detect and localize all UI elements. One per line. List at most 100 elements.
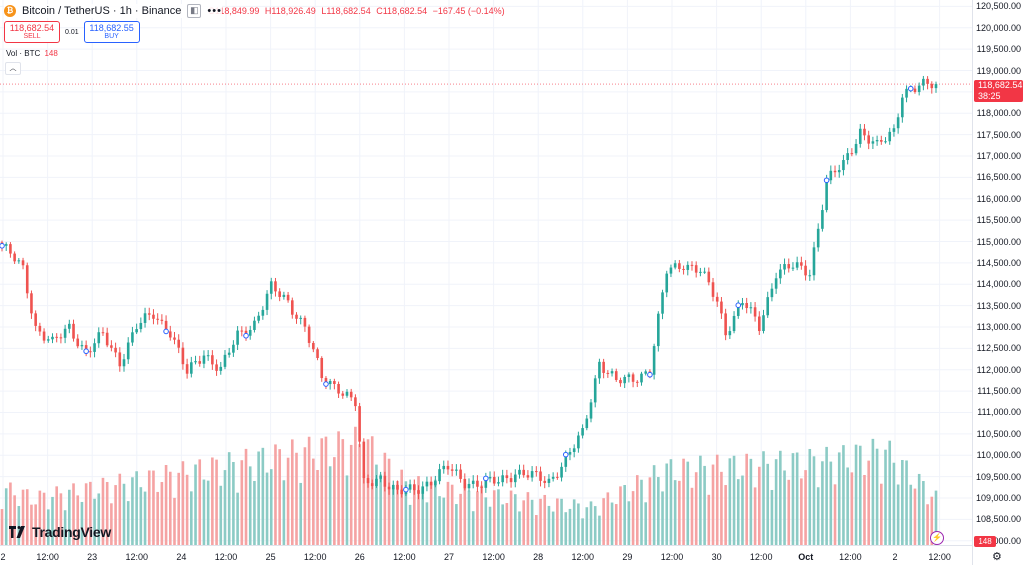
- volume-bar: [391, 487, 395, 545]
- time-axis-label: 27: [443, 552, 455, 562]
- volume-bar: [320, 438, 324, 545]
- volume-bar: [471, 511, 475, 545]
- settings-gear-icon[interactable]: ⚙: [992, 551, 1002, 563]
- volume-bar: [42, 492, 46, 545]
- ohlc-low: L118,682.54: [321, 6, 371, 16]
- lightning-icon[interactable]: ⚡: [930, 531, 944, 545]
- candle-body: [867, 135, 870, 144]
- tradingview-logo[interactable]: TradingView: [8, 524, 111, 540]
- candle-body: [888, 131, 892, 142]
- candle-body: [4, 244, 8, 246]
- volume-bar: [34, 504, 37, 545]
- event-marker: [163, 328, 169, 335]
- candle-body: [265, 293, 269, 310]
- more-icon[interactable]: •••: [207, 5, 222, 17]
- chevron-up-icon[interactable]: ︿: [5, 62, 21, 75]
- volume-bar: [131, 477, 134, 545]
- candle-body: [198, 361, 202, 364]
- volume-bar: [366, 439, 370, 545]
- candle-body: [379, 475, 382, 479]
- time-axis-label: 26: [354, 552, 365, 562]
- price-axis-label: 114,000.00: [976, 279, 1021, 290]
- volume-bar: [913, 488, 917, 545]
- volume-bar: [787, 479, 791, 545]
- volume-bar: [476, 491, 479, 545]
- candle-body: [804, 265, 807, 276]
- volume-bar: [413, 484, 416, 545]
- candle-body: [779, 269, 782, 279]
- hide-icon[interactable]: ◧: [187, 4, 202, 18]
- volume-bar: [513, 494, 517, 545]
- candle-body: [913, 88, 917, 93]
- volume-bar: [682, 458, 685, 545]
- sell-button[interactable]: 118,682.54 SELL: [4, 21, 60, 43]
- volume-bar: [223, 470, 227, 545]
- candle-body: [328, 381, 332, 385]
- volume-bar: [59, 493, 63, 545]
- volume-bar: [278, 449, 281, 545]
- volume-bar: [901, 459, 904, 545]
- volume-bar: [76, 495, 80, 545]
- candle-body: [816, 228, 820, 248]
- candle-body: [396, 484, 399, 490]
- candle-body: [884, 141, 887, 143]
- price-axis-label: 109,000.00: [975, 492, 1021, 503]
- volume-bar: [846, 467, 849, 545]
- candle-body: [13, 253, 16, 262]
- time-axis-label: 12:00: [303, 552, 327, 562]
- volume-bar: [345, 475, 349, 545]
- candle-body: [736, 305, 740, 316]
- candle-body: [177, 339, 181, 348]
- candle-body: [905, 88, 908, 98]
- volume-bar: [631, 491, 635, 545]
- candle-body: [131, 332, 134, 343]
- candle-body: [543, 480, 547, 483]
- candle-body: [253, 320, 256, 330]
- candle-body: [581, 428, 584, 436]
- candle-body: [585, 418, 589, 429]
- volume-bar: [484, 497, 488, 545]
- volume-bar: [337, 431, 340, 545]
- time-axis-label: 23: [87, 552, 98, 562]
- volume-bar: [833, 484, 837, 545]
- volume-bar: [875, 448, 879, 545]
- candle-body: [598, 361, 601, 379]
- candle-body: [846, 153, 849, 161]
- volume-bar: [396, 481, 399, 545]
- volume-legend[interactable]: Vol · BTC 148: [6, 49, 58, 58]
- volume-bar: [274, 444, 277, 545]
- bar-countdown: 38:25: [978, 91, 1001, 101]
- volume-bar: [13, 495, 16, 545]
- candle-body: [400, 489, 403, 495]
- candle-body: [703, 271, 706, 273]
- volume-bar: [68, 489, 71, 545]
- buy-button[interactable]: 118,682.55 BUY: [83, 21, 140, 43]
- price-axis-label: 110,500.00: [976, 428, 1021, 439]
- volume-bar: [467, 490, 471, 545]
- buy-label: BUY: [104, 33, 119, 40]
- event-marker: [823, 177, 830, 184]
- candle-body: [606, 372, 610, 374]
- candle-body: [143, 313, 147, 323]
- symbol-title[interactable]: Bitcoin / TetherUS · 1h · Binance: [22, 5, 182, 17]
- chart-area[interactable]: [0, 0, 972, 545]
- candle-body: [480, 486, 483, 488]
- event-marker: [83, 348, 89, 355]
- volume-bar: [177, 472, 181, 545]
- time-axis[interactable]: 2 12:00 23 12:00 24 12:00 25 12:00 26 12:00 27 12:0…: [0, 545, 972, 566]
- volume-bar: [362, 472, 366, 545]
- candle-body: [753, 307, 757, 317]
- volume-bar: [358, 444, 361, 545]
- volume-bar: [21, 489, 25, 545]
- candle-body: [160, 319, 164, 321]
- volume-bar: [295, 452, 298, 545]
- volume-bar: [522, 500, 525, 545]
- candlestick-chart[interactable]: [0, 0, 972, 545]
- volume-bar: [572, 499, 576, 545]
- candle-body: [413, 484, 416, 491]
- event-marker: [483, 475, 489, 482]
- candle-body: [459, 469, 462, 479]
- candle-body: [442, 465, 446, 470]
- volume-bar: [867, 460, 870, 545]
- price-axis-label: 118,000.00: [976, 108, 1021, 119]
